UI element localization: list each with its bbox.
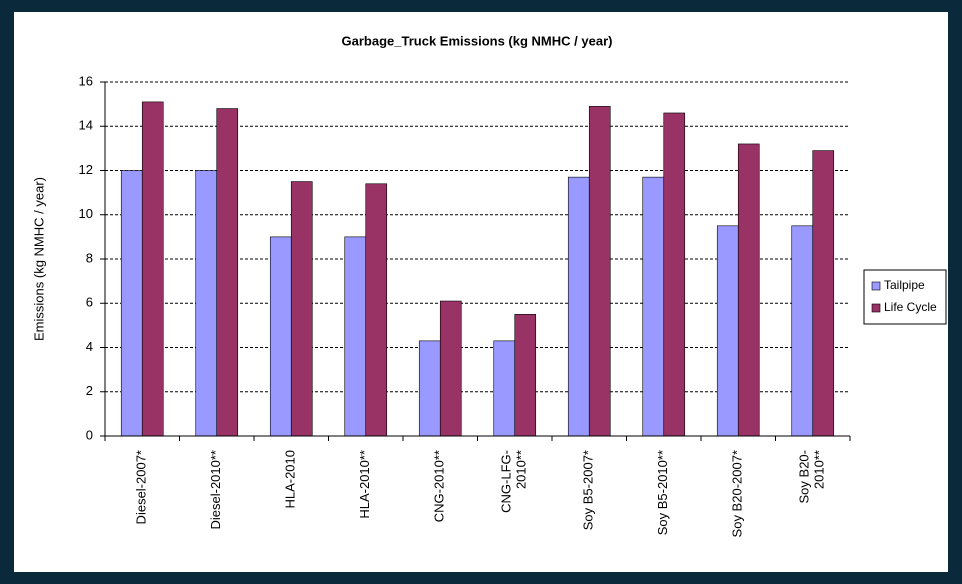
legend-box bbox=[863, 269, 947, 325]
bar bbox=[567, 176, 590, 437]
bar bbox=[642, 176, 665, 437]
bar bbox=[418, 340, 441, 437]
label-line: 2010** bbox=[514, 450, 529, 489]
bar bbox=[290, 181, 313, 437]
legend-label: Life Cycle bbox=[884, 300, 937, 314]
bar bbox=[514, 314, 537, 437]
y-tick-label: 2 bbox=[86, 383, 93, 398]
y-tick-label: 6 bbox=[86, 295, 93, 310]
label-line: Soy B20-2007* bbox=[730, 450, 745, 537]
bar bbox=[216, 108, 239, 437]
label-line: Soy B5-2007* bbox=[581, 450, 596, 530]
label-line: CNG-LFG- bbox=[499, 450, 514, 513]
legend-swatch bbox=[871, 281, 881, 291]
label-line: Diesel-2010** bbox=[208, 450, 223, 530]
x-tick-label: Soy B20-2010** bbox=[797, 450, 827, 503]
x-tick-label: Soy B20-2007* bbox=[730, 450, 745, 537]
label-line: 2010** bbox=[812, 450, 827, 489]
label-line: HLA-2010** bbox=[357, 450, 372, 519]
bar bbox=[141, 101, 164, 437]
bar bbox=[791, 225, 814, 437]
y-tick-label: 4 bbox=[86, 339, 93, 354]
label-line: HLA-2010 bbox=[283, 450, 298, 509]
x-tick-label: Diesel-2010** bbox=[208, 450, 223, 530]
x-tick-label: CNG-LFG-2010** bbox=[499, 450, 529, 513]
label-line: Soy B20- bbox=[797, 450, 812, 503]
x-tick-label: Diesel-2007* bbox=[134, 450, 149, 524]
x-tick-label: HLA-2010** bbox=[357, 450, 372, 519]
bar bbox=[716, 225, 739, 437]
bar bbox=[344, 236, 367, 437]
bar bbox=[120, 170, 143, 437]
bar bbox=[588, 106, 611, 437]
bar bbox=[195, 170, 218, 437]
y-tick-label: 14 bbox=[79, 118, 93, 133]
legend-swatch bbox=[871, 303, 881, 313]
x-tick-label: Soy B5-2007* bbox=[581, 450, 596, 530]
bar bbox=[269, 236, 292, 437]
bar bbox=[812, 150, 835, 437]
bar bbox=[439, 300, 462, 437]
label-line: Diesel-2007* bbox=[134, 450, 149, 524]
bar bbox=[663, 112, 686, 437]
y-tick-label: 16 bbox=[79, 73, 93, 88]
y-tick-label: 12 bbox=[79, 162, 93, 177]
label-line: CNG-2010** bbox=[432, 450, 447, 522]
x-tick-label: CNG-2010** bbox=[432, 450, 447, 522]
y-axis-label: Emissions (kg NMHC / year) bbox=[31, 177, 46, 341]
x-tick-label: Soy B5-2010** bbox=[655, 450, 670, 535]
chart-title: Garbage_Truck Emissions (kg NMHC / year) bbox=[342, 33, 613, 48]
bar bbox=[493, 340, 516, 437]
legend-label: Tailpipe bbox=[884, 278, 925, 292]
x-tick-label: HLA-2010 bbox=[283, 450, 298, 509]
y-tick-label: 8 bbox=[86, 250, 93, 265]
y-tick-label: 0 bbox=[86, 427, 93, 442]
bar bbox=[365, 183, 388, 437]
y-tick-label: 10 bbox=[79, 206, 93, 221]
label-line: Soy B5-2010** bbox=[655, 450, 670, 535]
bar bbox=[737, 143, 760, 437]
